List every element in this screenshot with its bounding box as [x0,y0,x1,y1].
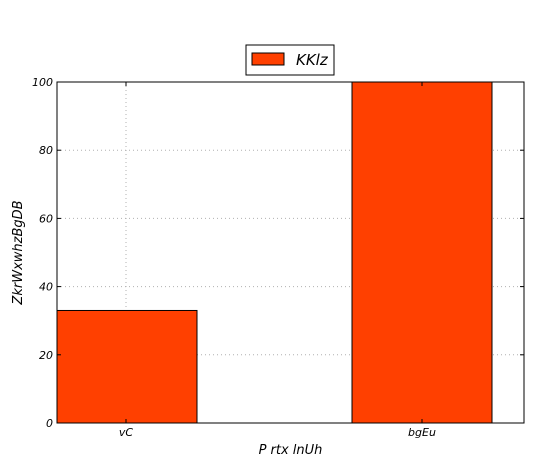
y-axis-ticks: 0 20 40 60 80 100 [32,76,524,430]
y-axis-label: ZkrWxwhzBgDB [11,200,26,305]
bars [56,81,493,424]
y-tick-label: 80 [39,144,53,157]
y-tick-label: 40 [39,281,53,294]
legend-swatch [251,52,285,66]
bar-vC [56,309,198,424]
legend-label: KKlz [296,51,329,69]
x-axis-label: P rtx lnUh [259,443,323,458]
x-axis-ticks: vC bgEu [119,82,436,439]
legend: KKlz [245,44,335,76]
x-tick-label: vC [119,426,134,439]
bar-bgEu [351,81,493,424]
plot-frame [56,81,525,424]
x-tick-label: bgEu [408,426,436,439]
y-tick-label: 20 [39,349,53,362]
y-tick-label: 60 [39,212,53,225]
y-tick-label: 100 [32,76,53,89]
y-tick-label: 0 [46,417,53,430]
